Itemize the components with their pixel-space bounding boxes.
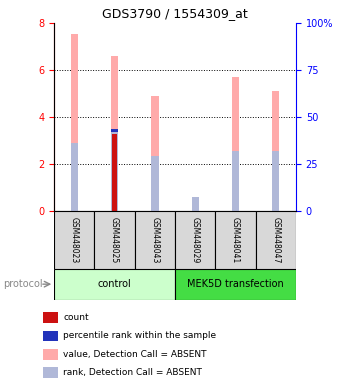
Bar	[54, 269, 175, 300]
Text: GSM448023: GSM448023	[70, 217, 79, 263]
Bar	[71, 34, 78, 211]
Title: GDS3790 / 1554309_at: GDS3790 / 1554309_at	[102, 7, 248, 20]
Text: value, Detection Call = ABSENT: value, Detection Call = ABSENT	[63, 350, 207, 359]
Text: GSM448025: GSM448025	[110, 217, 119, 263]
Text: GSM448041: GSM448041	[231, 217, 240, 263]
Bar	[256, 211, 296, 269]
Bar	[71, 143, 78, 211]
Text: percentile rank within the sample: percentile rank within the sample	[63, 331, 216, 341]
Bar	[111, 56, 118, 211]
Bar	[192, 198, 199, 211]
Bar	[151, 96, 158, 211]
Bar	[175, 269, 296, 300]
Text: GSM448029: GSM448029	[191, 217, 200, 263]
Bar	[232, 77, 239, 211]
Bar	[112, 129, 118, 132]
Bar	[192, 197, 199, 211]
Bar	[112, 134, 117, 211]
Text: rank, Detection Call = ABSENT: rank, Detection Call = ABSENT	[63, 368, 202, 377]
Text: count: count	[63, 313, 89, 322]
Bar	[216, 211, 256, 269]
Bar	[272, 91, 279, 211]
Bar	[175, 211, 216, 269]
Bar	[135, 211, 175, 269]
Bar	[54, 211, 95, 269]
Text: control: control	[98, 279, 131, 289]
Bar	[95, 211, 135, 269]
Text: protocol: protocol	[4, 279, 43, 289]
Text: GSM448047: GSM448047	[271, 217, 280, 263]
Bar	[272, 151, 279, 211]
Bar	[111, 132, 118, 211]
Bar	[232, 151, 239, 211]
Bar	[151, 156, 158, 211]
Text: GSM448043: GSM448043	[151, 217, 160, 263]
Text: MEK5D transfection: MEK5D transfection	[187, 279, 284, 289]
